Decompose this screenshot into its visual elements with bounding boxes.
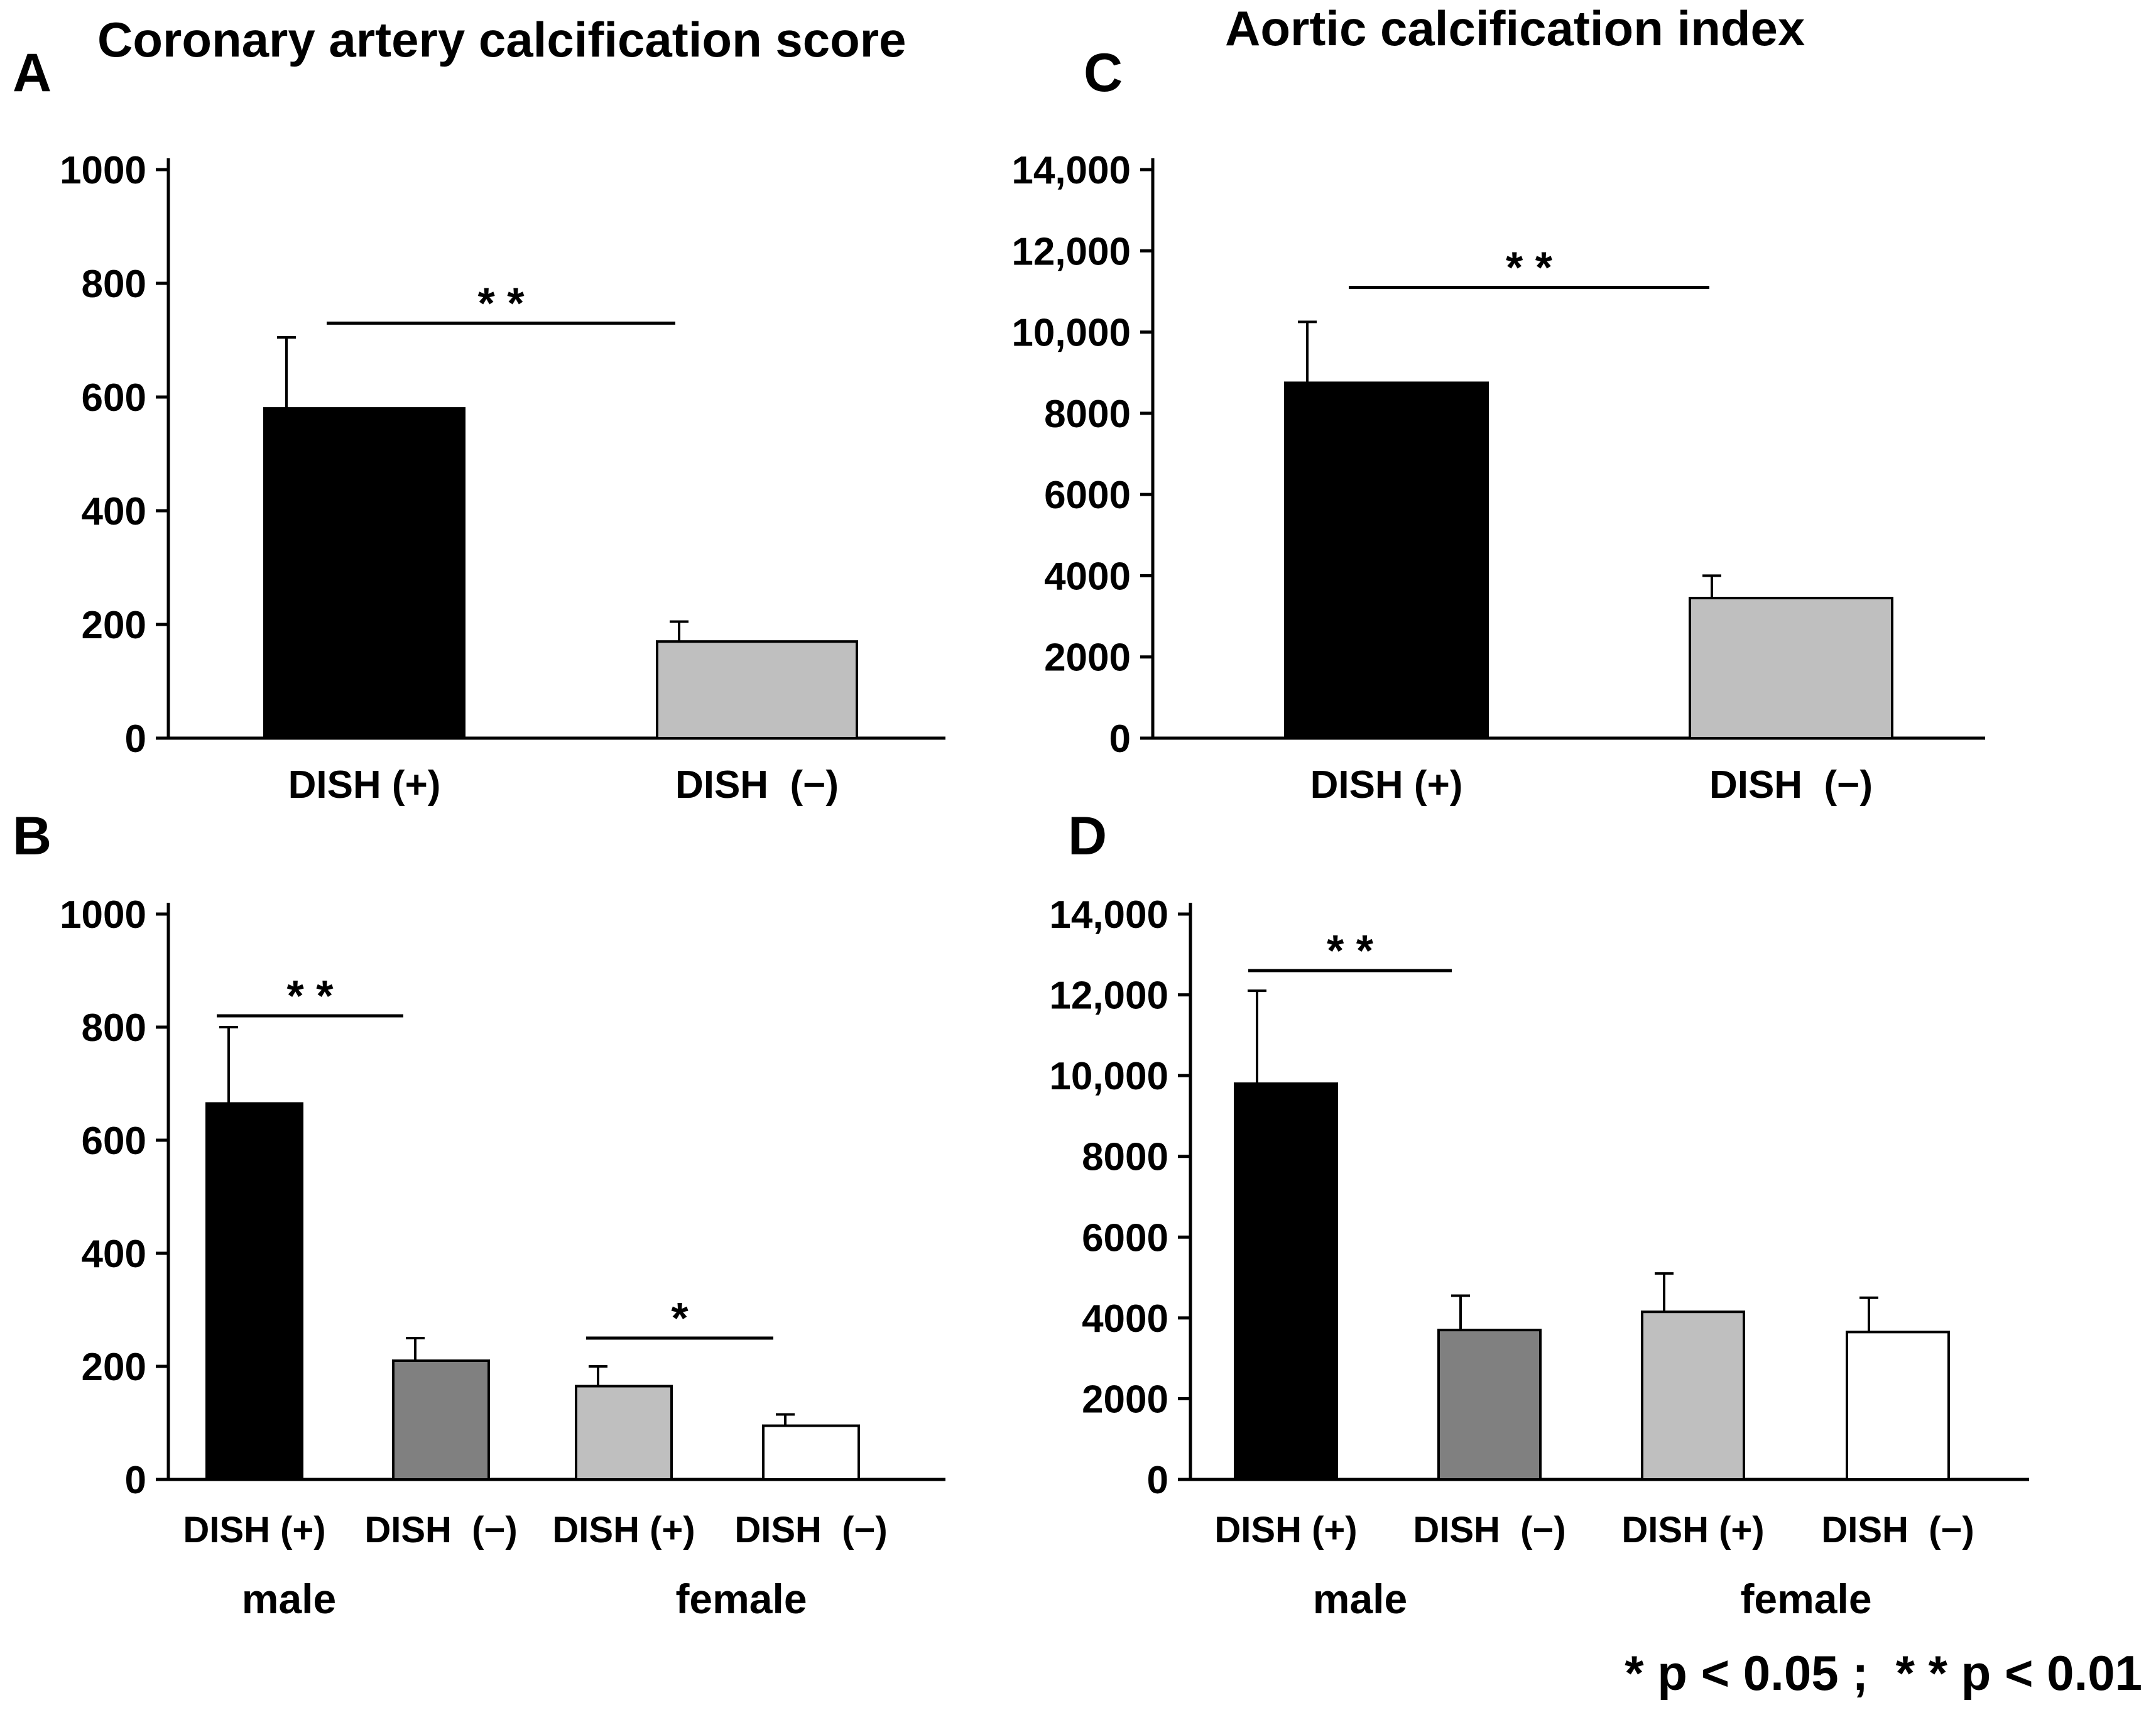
y-tick-label: 4000 [1082,1297,1168,1341]
bar [1284,381,1489,739]
bar [1234,1082,1338,1481]
x-category-label: DISH (−) [364,1510,517,1550]
bar [656,640,858,740]
significance-label: * [671,1293,689,1342]
y-tick-label: 1000 [60,149,146,192]
panel-letter: B [13,806,52,866]
bar [205,1102,303,1481]
y-tick-label: 8000 [1044,393,1131,436]
y-tick-label: 12,000 [1011,230,1131,273]
x-category-label: DISH (+) [1310,763,1463,807]
group-label: male [1313,1576,1407,1622]
y-tick-label: 200 [82,604,146,647]
y-tick-label: 2000 [1082,1378,1168,1421]
chart-panel-a: A 0 200 400 600 800 1000 DISH (+) DISH (−) * * [13,43,945,807]
bar [1846,1331,1950,1481]
y-tick-label: 10,000 [1011,312,1131,355]
chart-panel-c: C 0 2000 4000 6000 8000 10,000 12,000 14,000 DISH… [1011,43,1985,807]
x-category-label: DISH (−) [1413,1510,1565,1550]
y-tick-label: 12,000 [1049,974,1168,1018]
footnote: * p < 0.05 ; * * p < 0.01 [1625,1645,2142,1701]
y-tick-label: 4000 [1044,555,1131,598]
bar [263,407,466,739]
title-aortic: Aortic calcification index [1225,1,1805,56]
panel-letter: D [1068,806,1107,866]
x-category-label: DISH (+) [183,1510,325,1550]
y-tick-label: 6000 [1082,1216,1168,1260]
x-category-label: DISH (+) [1621,1510,1764,1550]
group-label: female [1740,1576,1871,1622]
group-label: female [675,1576,807,1622]
y-tick-label: 0 [1109,717,1131,761]
y-tick-label: 0 [125,717,146,761]
significance-label: * * [1506,242,1553,291]
group-label: male [242,1576,336,1622]
significance-label: * * [287,971,334,1020]
y-tick-label: 400 [82,490,146,533]
y-tick-label: 14,000 [1011,149,1131,192]
bar [762,1424,860,1481]
x-category-label: DISH (+) [288,763,441,807]
y-tick-label: 2000 [1044,636,1131,680]
significance-label: * * [478,278,525,327]
chart-panel-d: D 0 2000 4000 6000 8000 10,000 12,000 14,000 DISH… [1049,806,2029,1622]
y-tick-label: 0 [125,1459,146,1502]
y-tick-label: 800 [82,1006,146,1050]
bar [392,1359,490,1481]
y-tick-label: 8000 [1082,1136,1168,1179]
y-tick-label: 1000 [60,893,146,937]
y-tick-label: 200 [82,1346,146,1389]
y-tick-label: 14,000 [1049,893,1168,937]
x-category-label: DISH (−) [734,1510,887,1550]
x-category-label: DISH (+) [1214,1510,1357,1550]
y-tick-label: 10,000 [1049,1055,1168,1098]
y-tick-label: 400 [82,1233,146,1276]
y-tick-label: 6000 [1044,474,1131,517]
x-category-label: DISH (+) [552,1510,695,1550]
chart-panel-b: B 0 200 400 600 800 1000 DISH (+) DISH (−) DISH (… [13,806,945,1622]
bar [1437,1329,1542,1481]
y-tick-label: 800 [82,263,146,306]
x-category-label: DISH (−) [675,763,839,807]
bar [1689,596,1893,739]
significance-label: * * [1327,926,1374,975]
y-tick-label: 600 [82,376,146,420]
y-tick-label: 0 [1147,1459,1168,1502]
y-tick-label: 600 [82,1119,146,1163]
x-category-label: DISH (−) [1821,1510,1974,1550]
bar [1641,1310,1745,1481]
bar [575,1385,673,1481]
panel-letter: A [13,43,52,103]
title-coronary: Coronary artery calcification score [97,12,906,67]
x-category-label: DISH (−) [1709,763,1873,807]
panel-letter: C [1084,43,1123,103]
